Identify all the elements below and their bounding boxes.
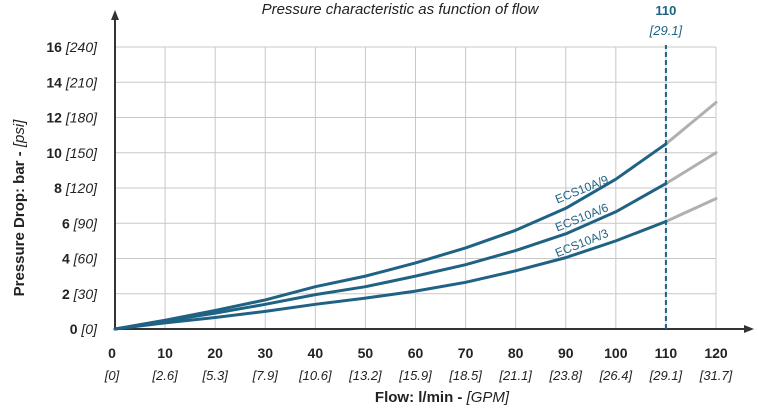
y-tick-sub: [90] [70, 215, 98, 231]
x-tick-sub: [13.2] [348, 368, 382, 383]
y-tick-sub: [240] [62, 39, 98, 55]
y-tick-label: 0 [0] [70, 321, 98, 337]
y-axis-label-unit: [psi] [11, 119, 28, 148]
marker-label-sub: [29.1] [649, 23, 683, 38]
series-line [113, 219, 668, 331]
y-tick-sub: [30] [70, 286, 98, 302]
y-tick-label: 14 [210] [46, 74, 98, 90]
y-tick-main: 10 [46, 145, 62, 161]
series-extension-line [664, 151, 718, 186]
x-tick-sub: [18.5] [448, 368, 482, 383]
y-axis-arrow [111, 10, 119, 20]
series-line [113, 142, 668, 331]
y-tick-label: 4 [60] [62, 251, 98, 267]
x-axis-label-main: Flow: l/min - [375, 389, 467, 406]
y-tick-sub: [120] [62, 180, 98, 196]
y-tick-main: 14 [46, 74, 62, 90]
x-tick-main: 60 [408, 345, 424, 361]
x-axis-ticks: 0 [0] 10 [2.6] 20 [5.3] 30 [7.9] 40 [10.6] 50 [13.2… [104, 345, 733, 383]
x-tick-main: 30 [257, 345, 273, 361]
y-tick-sub: [60] [70, 251, 98, 267]
y-tick-label: 6 [90] [62, 215, 98, 231]
x-tick-main: 80 [508, 345, 524, 361]
x-tick-main: 20 [207, 345, 223, 361]
y-tick-label: 12 [180] [46, 110, 98, 126]
chart-title: Pressure characteristic as function of f… [262, 1, 540, 18]
x-tick-main: 110 [655, 345, 678, 361]
x-tick-sub: [2.6] [151, 368, 178, 383]
x-tick-main: 120 [704, 345, 728, 361]
y-tick-main: 4 [62, 251, 70, 267]
y-tick-main: 16 [46, 39, 62, 55]
x-tick-main: 40 [308, 345, 324, 361]
series-extension-line [664, 197, 718, 223]
x-tick-sub: [29.1] [649, 368, 683, 383]
x-tick-sub: [23.8] [548, 368, 582, 383]
x-tick-sub: [15.9] [398, 368, 432, 383]
x-tick-main: 10 [157, 345, 173, 361]
x-tick-main: 0 [108, 345, 116, 361]
y-axis-ticks: 0 [0] 2 [30] 4 [60] 6 [90] 8 [120] 10 [150] 12… [46, 39, 98, 337]
x-tick-sub: [10.6] [298, 368, 332, 383]
axes [111, 10, 754, 333]
series-extension-line [664, 101, 718, 146]
x-tick-sub: [0] [104, 368, 120, 383]
y-tick-sub: [180] [62, 110, 98, 126]
y-tick-main: 2 [62, 286, 70, 302]
y-tick-label: 8 [120] [54, 180, 98, 196]
y-tick-sub: [210] [62, 74, 98, 90]
y-tick-label: 10 [150] [46, 145, 98, 161]
y-tick-label: 16 [240] [46, 39, 98, 55]
marker-label-main: 110 [655, 3, 676, 18]
y-tick-main: 12 [46, 110, 62, 126]
x-tick-main: 100 [604, 345, 628, 361]
x-axis-label: Flow: l/min - [GPM] [375, 389, 510, 406]
x-tick-sub: [7.9] [252, 368, 279, 383]
series-line [113, 182, 668, 331]
y-tick-label: 2 [30] [62, 286, 98, 302]
x-tick-sub: [31.7] [699, 368, 733, 383]
y-tick-main: 6 [62, 215, 70, 231]
x-tick-sub: [21.1] [498, 368, 532, 383]
x-tick-sub: [26.4] [599, 368, 633, 383]
x-axis-label-unit: [GPM] [466, 389, 510, 406]
x-tick-sub: [5.3] [202, 368, 229, 383]
x-tick-main: 70 [458, 345, 474, 361]
x-axis-arrow [744, 325, 754, 333]
y-tick-sub: [150] [62, 145, 98, 161]
x-tick-main: 50 [358, 345, 374, 361]
grid [115, 46, 717, 329]
y-tick-main: 8 [54, 180, 62, 196]
y-tick-main: 0 [70, 321, 78, 337]
x-tick-main: 90 [558, 345, 574, 361]
flow-marker: 110 [29.1] [649, 3, 683, 329]
y-axis-label-main: Pressure Drop: bar - [11, 147, 28, 296]
y-axis-label: Pressure Drop: bar - [psi] [11, 119, 28, 297]
y-tick-sub: [0] [78, 321, 99, 337]
